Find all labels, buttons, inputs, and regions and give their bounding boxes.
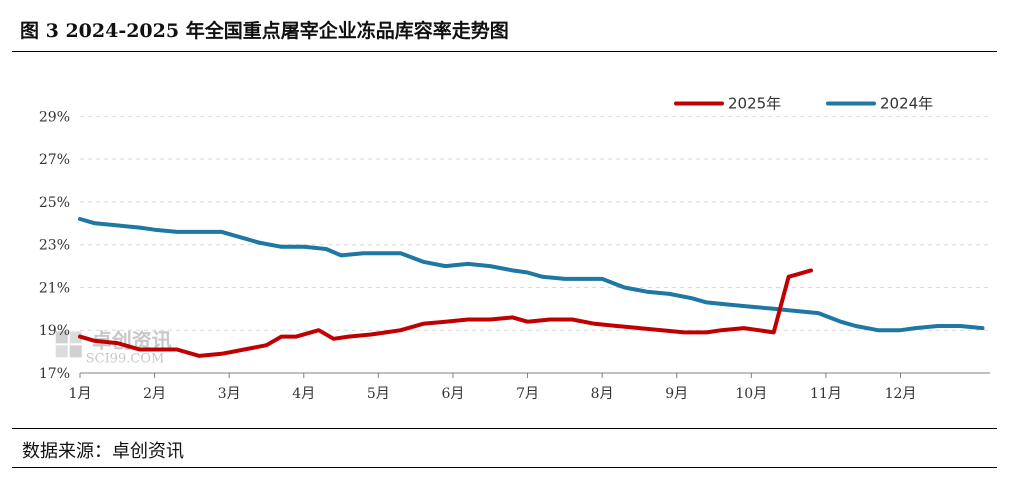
x-tick-label: 8月	[591, 386, 614, 402]
x-tick-label: 9月	[665, 386, 688, 402]
x-tick-label: 7月	[516, 386, 539, 402]
series-line-2025	[78, 268, 813, 358]
x-tick-label: 12月	[885, 386, 917, 402]
x-tick-label: 2月	[143, 386, 166, 402]
x-tick-label: 3月	[218, 386, 241, 402]
y-tick-label: 23%	[39, 238, 70, 254]
watermark-logo-block	[69, 345, 82, 358]
x-tick-label: 6月	[441, 386, 464, 402]
chart-title: 图 3 2024-2025 年全国重点屠宰企业冻品库容率走势图	[20, 20, 509, 42]
title-bar: 图 3 2024-2025 年全国重点屠宰企业冻品库容率走势图	[12, 6, 997, 52]
source-note: 数据来源：卓创资讯	[22, 441, 184, 462]
watermark-logo-block	[69, 331, 82, 344]
chart-area: 卓创资讯 SCI99.COM 17% 19% 21% 23% 25% 27% 29% 1月 2月 3月…	[0, 55, 1011, 425]
legend-label-2025: 2025年	[728, 95, 781, 113]
series-line-2024	[78, 217, 985, 333]
y-tick-label: 21%	[39, 280, 70, 296]
source-bar: 数据来源：卓创资讯	[12, 428, 997, 468]
watermark-url: SCI99.COM	[86, 351, 165, 366]
x-tick-label: 1月	[69, 386, 92, 402]
x-tick-label: 5月	[367, 386, 390, 402]
x-tick-label: 11月	[810, 386, 842, 402]
x-tick-label: 4月	[292, 386, 315, 402]
y-tick-label: 29%	[39, 109, 70, 125]
y-tick-label: 19%	[39, 323, 70, 339]
legend-label-2024: 2024年	[880, 95, 933, 113]
watermark-logo-block	[55, 331, 68, 344]
y-tick-label: 27%	[39, 152, 70, 168]
y-tick-label: 17%	[39, 366, 70, 382]
x-tick-label: 10月	[735, 386, 767, 402]
watermark-logo-block	[55, 345, 68, 358]
y-tick-label: 25%	[39, 195, 70, 211]
